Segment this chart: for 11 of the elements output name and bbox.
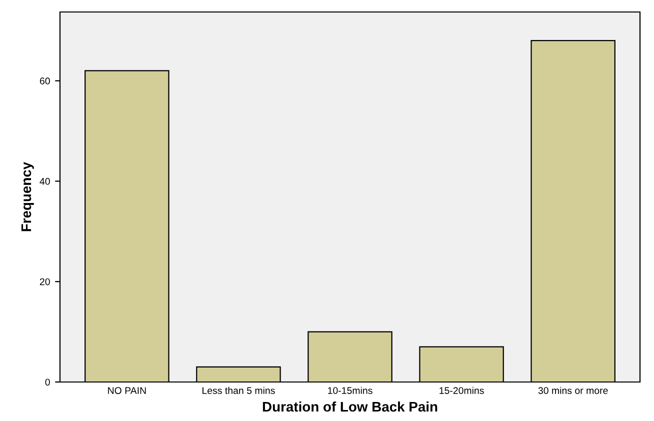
x-tick-label: NO PAIN (108, 387, 146, 394)
y-tick-label: 40 (40, 178, 50, 185)
y-tick-label: 60 (40, 78, 50, 84)
x-tick-label: Less than 5 mins (202, 386, 275, 394)
x-tick-label: 10-15mins (328, 386, 372, 394)
y-axis-title: Frequency (21, 162, 34, 232)
x-axis-title: Duration of Low Back Pain (262, 401, 438, 412)
y-tick-label: 20 (40, 278, 50, 286)
y-tick-label: 0 (45, 378, 50, 386)
x-tick-label: 30 mins or more (538, 386, 608, 394)
x-tick-label: 15-20mins (440, 386, 484, 394)
